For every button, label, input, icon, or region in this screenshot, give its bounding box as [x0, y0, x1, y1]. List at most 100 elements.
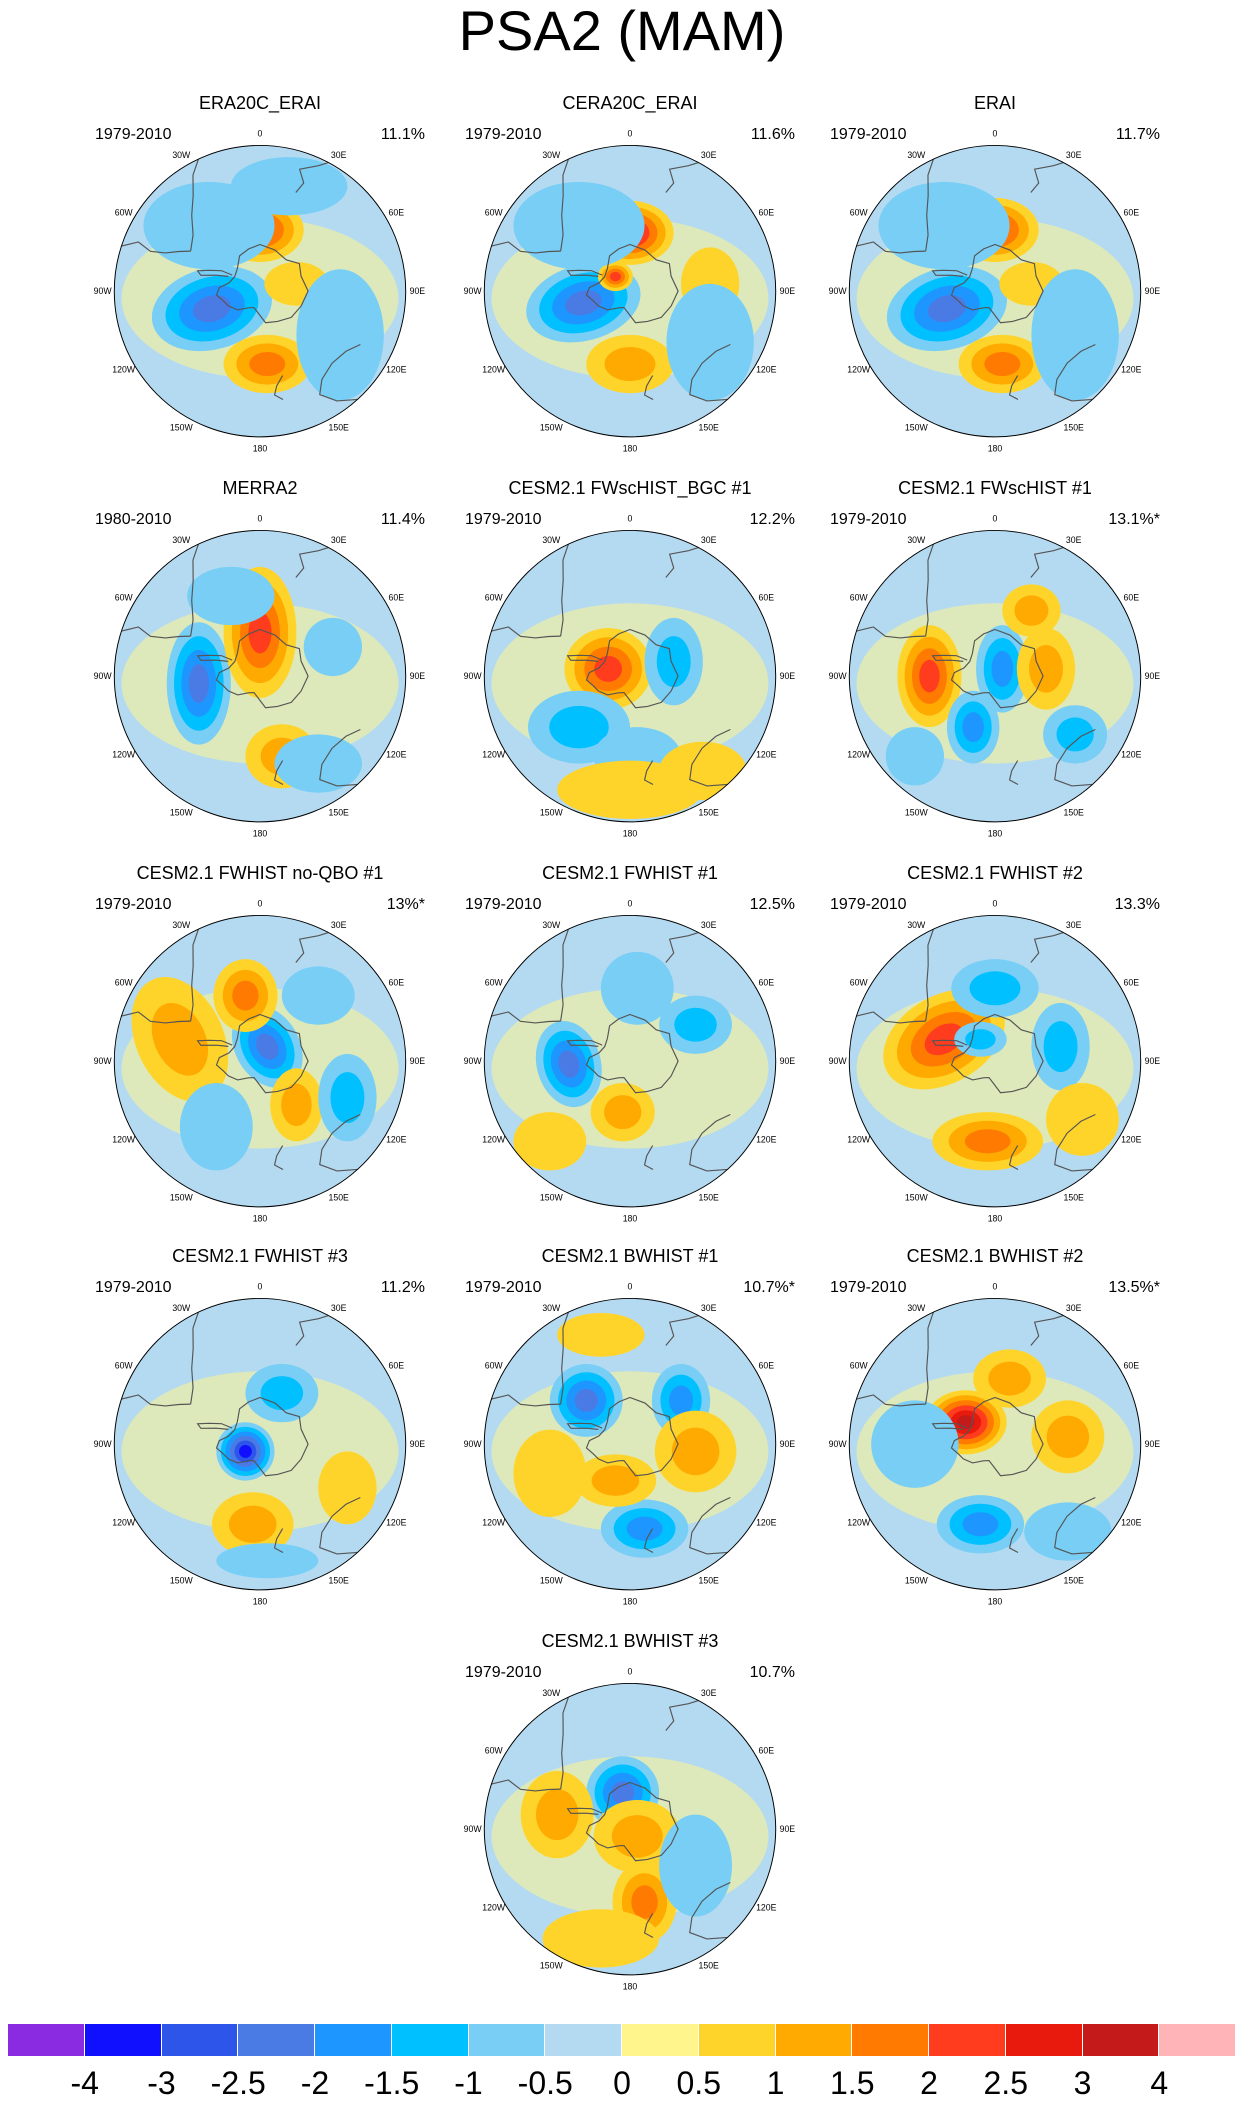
longitude-label: 120W [847, 1135, 871, 1145]
longitude-label: 30W [172, 150, 191, 160]
contour-fill [574, 1388, 598, 1412]
contour-fill [239, 1445, 252, 1458]
longitude-label: 150E [1063, 807, 1084, 817]
anomaly-center [216, 1422, 275, 1481]
anomaly-center [535, 1021, 602, 1108]
coastline [1030, 1314, 1064, 1346]
coastline [665, 931, 699, 963]
panel-variance-percent: 10.7%* [743, 1279, 795, 1296]
longitude-label: 120E [386, 750, 407, 760]
contour-fill [557, 1313, 645, 1357]
contour-fill [594, 655, 623, 682]
longitude-label: 30W [542, 1303, 561, 1313]
coastline [295, 931, 329, 963]
coastline [566, 1807, 603, 1815]
coastline [196, 654, 233, 662]
antarctica-coastline [950, 1013, 1044, 1094]
contour-fill [248, 611, 272, 654]
longitude-label: 150E [328, 1192, 349, 1202]
longitude-label: 180 [623, 828, 638, 838]
contour-fill [330, 1072, 365, 1124]
panel-title: CESM2.1 FWHIST no-QBO #1 [136, 863, 384, 883]
antarctica-coastline [215, 1013, 309, 1094]
contour-fill [228, 1505, 277, 1543]
longitude-label: 150W [540, 1960, 564, 1970]
contour-fill [656, 636, 691, 688]
contour-fill [151, 1002, 209, 1076]
contour-fill [260, 1376, 304, 1411]
polar-stereographic-map: 0 30E 60E 90E 120E 150E 180 150W 120W 90W 60W 30W [94, 899, 426, 1224]
longitude-label: 90W [464, 1824, 483, 1834]
longitude-label: 90E [1145, 671, 1161, 681]
longitude-label: 60W [850, 207, 869, 217]
longitude-label: 60W [115, 592, 134, 602]
contour-fill [927, 295, 966, 323]
longitude-label: 30E [1066, 1303, 1082, 1313]
longitude-label: 90W [94, 671, 113, 681]
contour-fill [871, 1400, 959, 1488]
map-boundary [848, 914, 1142, 1208]
longitude-label: 60E [389, 207, 405, 217]
anomaly-center [958, 334, 1046, 394]
longitude-label: 30W [172, 535, 191, 545]
longitude-label: 120W [847, 750, 871, 760]
longitude-label: 180 [623, 1213, 638, 1223]
anomaly-center [281, 966, 355, 1025]
panel-years: 1980-2010 [95, 511, 172, 528]
contour-fill [216, 1543, 319, 1579]
anomaly-center [878, 181, 1010, 270]
longitude-label: 120W [482, 365, 506, 375]
coastline [196, 1039, 233, 1047]
longitude-label: 60E [1124, 977, 1140, 987]
colorbar-label: -2 [300, 2065, 330, 2101]
anomaly-center [885, 727, 944, 786]
anomaly-center [296, 269, 384, 401]
anomaly-center [213, 959, 278, 1032]
contour-fill [611, 1781, 635, 1805]
longitude-label: 180 [988, 1213, 1003, 1223]
longitude-label: 0 [628, 129, 633, 139]
longitude-label: 150W [540, 1575, 564, 1585]
coastline [689, 1496, 731, 1555]
contour-fill [1024, 1502, 1112, 1561]
colorbar-swatch [8, 2024, 85, 2056]
panel-years: 1979-2010 [95, 126, 172, 143]
contour-fill [549, 705, 609, 749]
anomaly-center [513, 1429, 587, 1517]
anomaly-center [954, 1021, 1007, 1057]
longitude-label: 120W [482, 1903, 506, 1913]
map-boundary [483, 1297, 777, 1591]
anomaly-center [216, 1543, 319, 1579]
longitude-label: 120E [756, 365, 777, 375]
coastline [856, 1394, 926, 1407]
polar-stereographic-map: 0 30E 60E 90E 120E 150E 180 150W 120W 90W 60W 30W [464, 1282, 796, 1607]
anomaly-center [659, 1814, 732, 1917]
panel-title: CESM2.1 FWHIST #1 [542, 863, 718, 883]
longitude-label: 150W [905, 807, 929, 817]
longitude-label: 150W [540, 1192, 564, 1202]
coastline [925, 543, 934, 637]
longitude-label: 60W [850, 1360, 869, 1370]
contour-fill [659, 741, 747, 800]
longitude-label: 30W [542, 920, 561, 930]
longitude-label: 120W [482, 1518, 506, 1528]
contour-fill [604, 347, 656, 381]
coastline [1008, 375, 1019, 400]
panel-title: MERRA2 [222, 478, 298, 498]
longitude-label: 120W [482, 750, 506, 760]
longitude-label: 60W [485, 977, 504, 987]
longitude-label: 90W [464, 1056, 483, 1066]
panel-years: 1979-2010 [465, 126, 542, 143]
anomaly-center [1046, 1083, 1119, 1156]
colorbar-swatch [1005, 2024, 1083, 2056]
anomaly-center [143, 181, 275, 270]
longitude-label: 0 [258, 514, 263, 524]
anomaly-center [1031, 1400, 1105, 1474]
panel-years: 1979-2010 [830, 126, 907, 143]
anomaly-center [231, 1005, 303, 1088]
panel-years: 1979-2010 [465, 1664, 542, 1681]
coastline [566, 1422, 603, 1430]
contour-fill [187, 566, 275, 626]
longitude-label: 0 [993, 514, 998, 524]
longitude-label: 60W [485, 207, 504, 217]
